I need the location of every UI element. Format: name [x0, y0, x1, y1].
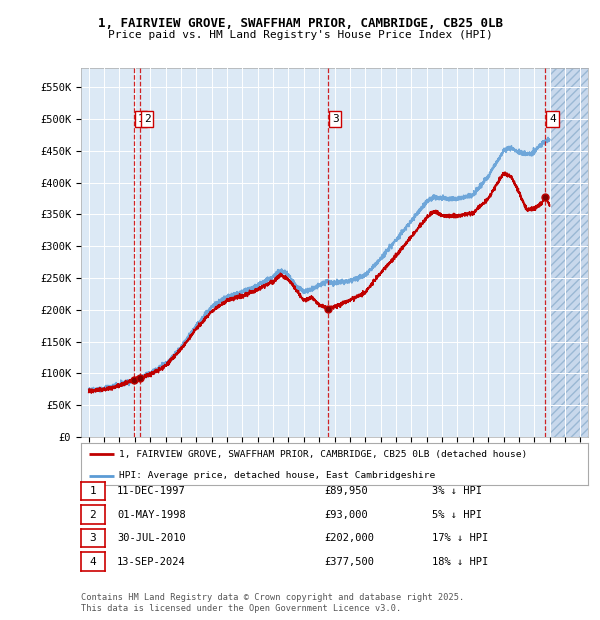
Text: HPI: Average price, detached house, East Cambridgeshire: HPI: Average price, detached house, East… — [119, 471, 435, 480]
Text: 17% ↓ HPI: 17% ↓ HPI — [432, 533, 488, 543]
Text: Price paid vs. HM Land Registry's House Price Index (HPI): Price paid vs. HM Land Registry's House … — [107, 30, 493, 40]
Text: 2: 2 — [143, 114, 151, 124]
Text: 3: 3 — [332, 114, 338, 124]
Text: 3: 3 — [89, 533, 97, 543]
Text: £93,000: £93,000 — [324, 510, 368, 520]
Text: 01-MAY-1998: 01-MAY-1998 — [117, 510, 186, 520]
Text: 2: 2 — [89, 510, 97, 520]
Text: 1, FAIRVIEW GROVE, SWAFFHAM PRIOR, CAMBRIDGE, CB25 0LB: 1, FAIRVIEW GROVE, SWAFFHAM PRIOR, CAMBR… — [97, 17, 503, 30]
Text: £89,950: £89,950 — [324, 486, 368, 496]
Text: 5% ↓ HPI: 5% ↓ HPI — [432, 510, 482, 520]
Text: 1: 1 — [137, 114, 145, 124]
Bar — [550, 68, 588, 437]
Text: 1, FAIRVIEW GROVE, SWAFFHAM PRIOR, CAMBRIDGE, CB25 0LB (detached house): 1, FAIRVIEW GROVE, SWAFFHAM PRIOR, CAMBR… — [119, 450, 527, 459]
Text: £377,500: £377,500 — [324, 557, 374, 567]
Bar — [550, 68, 588, 437]
Text: 1: 1 — [89, 486, 97, 496]
Bar — [550, 68, 588, 437]
Text: Contains HM Land Registry data © Crown copyright and database right 2025.
This d: Contains HM Land Registry data © Crown c… — [81, 593, 464, 613]
Text: 13-SEP-2024: 13-SEP-2024 — [117, 557, 186, 567]
Text: 11-DEC-1997: 11-DEC-1997 — [117, 486, 186, 496]
Text: 30-JUL-2010: 30-JUL-2010 — [117, 533, 186, 543]
Text: 3% ↓ HPI: 3% ↓ HPI — [432, 486, 482, 496]
Text: £202,000: £202,000 — [324, 533, 374, 543]
Text: 4: 4 — [549, 114, 556, 124]
Text: 18% ↓ HPI: 18% ↓ HPI — [432, 557, 488, 567]
Text: 4: 4 — [89, 557, 97, 567]
